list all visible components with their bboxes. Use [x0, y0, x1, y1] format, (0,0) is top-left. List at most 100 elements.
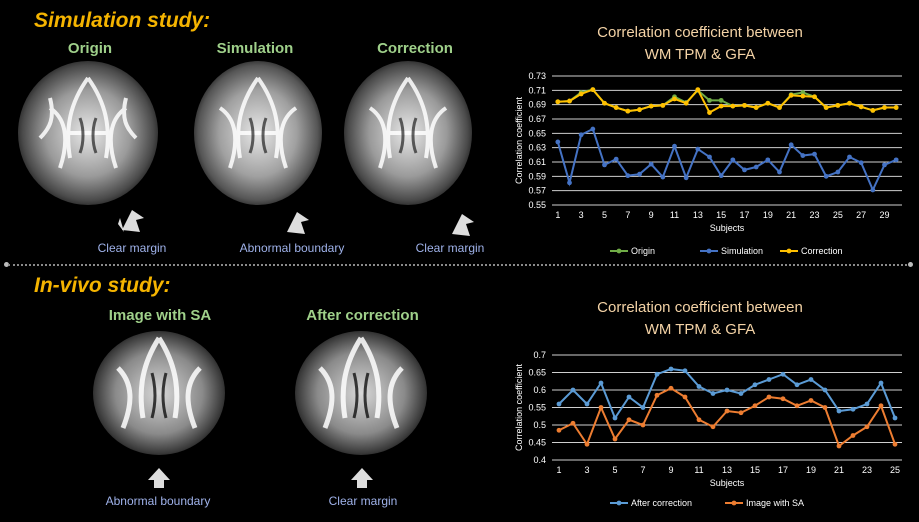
data-point: [672, 96, 677, 102]
data-point: [682, 394, 688, 400]
data-point: [788, 142, 794, 148]
data-point: [835, 169, 841, 175]
data-point: [683, 100, 689, 106]
y-axis-label: Correlation coefficient: [514, 364, 524, 451]
simulation-study-title: Simulation study:: [34, 9, 211, 32]
arrow-up-icon: [351, 468, 373, 488]
data-point: [613, 105, 619, 110]
data-point: [695, 146, 701, 152]
series-line-simulation: [556, 127, 897, 193]
x-tick-label: 21: [786, 210, 796, 220]
chart-2-title-line-1: Correlation coefficient between: [597, 299, 803, 316]
x-tick-label: 15: [716, 210, 726, 220]
data-point: [590, 87, 596, 93]
data-point: [654, 371, 660, 377]
data-point: [626, 417, 632, 423]
data-point: [870, 108, 876, 113]
data-point: [710, 424, 716, 430]
x-tick-label: 5: [612, 465, 617, 475]
x-tick-label: 3: [579, 210, 584, 220]
data-point: [637, 107, 642, 113]
data-point: [878, 403, 884, 409]
data-point: [858, 104, 864, 110]
data-point: [637, 171, 642, 177]
note-clear-margin: Clear margin: [328, 494, 398, 508]
data-point: [788, 92, 794, 98]
x-tick-label: 13: [693, 210, 703, 220]
data-point: [893, 157, 899, 163]
data-point: [724, 387, 730, 393]
series-line-origin: [557, 88, 897, 113]
data-point: [730, 157, 736, 163]
legend-marker: [616, 248, 622, 254]
legend-label: Simulation: [721, 246, 763, 256]
chart-2-title: Correlation coefficient between WM TPM &…: [560, 297, 840, 341]
data-point: [640, 405, 646, 410]
data-point: [808, 377, 814, 382]
data-point: [555, 99, 561, 105]
data-point: [612, 415, 618, 421]
arrow-up-icon: [148, 468, 170, 488]
data-point: [847, 154, 852, 160]
data-point: [870, 187, 876, 193]
data-point: [835, 102, 841, 108]
legend-label: After correction: [631, 498, 692, 508]
data-point: [555, 139, 561, 145]
data-point: [823, 105, 829, 110]
x-tick-label: 1: [556, 465, 561, 475]
data-point: [584, 401, 590, 407]
data-point: [730, 103, 736, 109]
data-point: [882, 105, 887, 110]
note-correction: Clear margin: [415, 241, 485, 255]
data-point: [578, 91, 584, 97]
brain-image-with-sa: [93, 331, 225, 455]
data-point: [850, 433, 856, 438]
data-point: [800, 153, 806, 158]
y-axis-label: Correlation coefficient: [514, 97, 524, 184]
legend-marker: [706, 248, 712, 254]
data-point: [668, 385, 674, 391]
x-tick-label: 13: [722, 465, 732, 475]
data-point: [578, 132, 584, 138]
y-tick-label: 0.6: [533, 385, 546, 395]
data-point: [765, 100, 771, 106]
chart-2-title-line-2: WM TPM & GFA: [644, 321, 756, 338]
data-point: [672, 143, 677, 149]
data-point: [738, 410, 744, 416]
data-point: [660, 174, 666, 180]
y-tick-label: 0.55: [528, 403, 546, 413]
y-tick-label: 0.67: [528, 114, 546, 124]
x-tick-label: 25: [890, 465, 900, 475]
data-point: [738, 391, 744, 396]
data-point: [765, 157, 771, 163]
data-point: [753, 164, 759, 170]
x-tick-label: 7: [625, 210, 630, 220]
data-point: [858, 160, 864, 166]
y-tick-label: 0.61: [528, 157, 546, 167]
brain-image-after-correction: [295, 331, 427, 455]
data-point: [794, 403, 800, 409]
data-point: [780, 396, 786, 402]
legend-label: Correction: [801, 246, 843, 256]
simulation-correlation-chart: 0.55 0.57 0.59 0.61 0.63 0.65 0.67 0.69 0.71 0.73…: [514, 71, 902, 256]
data-point: [752, 382, 758, 388]
arrow-up-icon: [118, 210, 144, 232]
data-point: [570, 420, 576, 426]
x-tick-label: 7: [640, 465, 645, 475]
y-tick-label: 0.65: [528, 128, 546, 138]
x-tick-label: 23: [862, 465, 872, 475]
data-point: [892, 415, 898, 421]
y-tick-label: 0.73: [528, 71, 546, 81]
brain-image-correction: [344, 61, 472, 205]
note-abnormal-boundary: Abnormal boundary: [105, 494, 211, 508]
data-point: [682, 368, 688, 374]
data-point: [718, 103, 724, 109]
data-point: [640, 422, 646, 428]
data-point: [836, 443, 842, 449]
x-tick-label: 5: [602, 210, 607, 220]
data-point: [626, 394, 632, 400]
chart-1-title: Correlation coefficient between WM TPM &…: [560, 22, 840, 66]
note-origin: Clear margin: [97, 241, 167, 255]
data-point: [696, 384, 702, 389]
brain-image-simulation: [194, 61, 322, 205]
